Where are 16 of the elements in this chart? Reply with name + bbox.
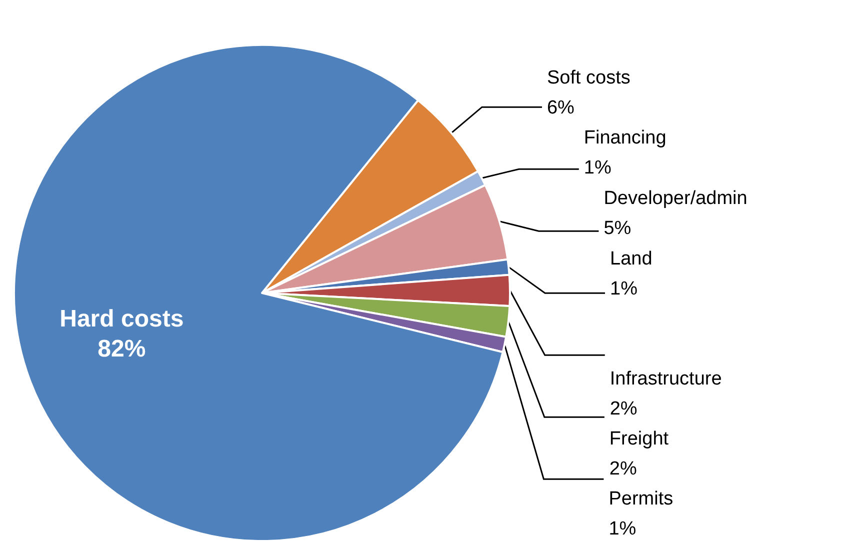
data-label: 1%	[610, 278, 638, 300]
data-label: 2%	[610, 398, 638, 420]
data-label: 82%	[98, 336, 146, 362]
slice-label: Permits	[608, 488, 674, 510]
slice-label: Hard costs	[60, 306, 184, 332]
slice-label: Land	[610, 248, 652, 270]
data-label: 1%	[608, 518, 636, 540]
data-label: 1%	[584, 158, 612, 179]
data-label: 6%	[546, 97, 575, 118]
slice-label: Soft costs	[546, 67, 630, 88]
slice-label: Freight	[609, 428, 670, 450]
data-label: 5%	[604, 218, 632, 240]
slice-label: Financing	[584, 128, 666, 149]
data-label: 2%	[609, 458, 637, 480]
slice-label: Developer/admin	[604, 188, 748, 210]
slice-label: Infrastructure	[610, 368, 722, 390]
